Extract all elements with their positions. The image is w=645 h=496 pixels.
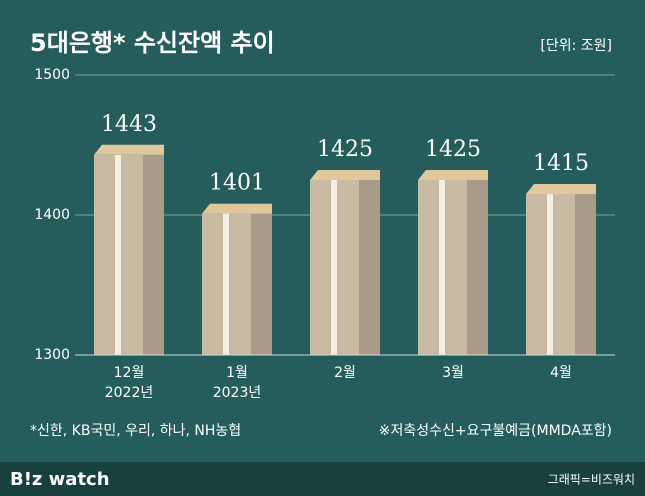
y-tick-label: 1500 xyxy=(34,67,70,83)
value-label: 1415 xyxy=(533,151,589,176)
credit: 그래픽=비즈워치 xyxy=(548,473,635,487)
bar-band xyxy=(439,180,445,355)
bar-top xyxy=(526,184,596,194)
bar-group xyxy=(310,170,380,355)
logo: B!z watch xyxy=(10,469,110,490)
bar-side xyxy=(359,180,380,355)
y-tick-label: 1400 xyxy=(34,207,70,223)
x-tick-label: 2월 xyxy=(334,365,356,381)
bar-group xyxy=(418,170,488,355)
value-label: 1425 xyxy=(425,137,481,162)
x-tick-sublabel: 2022년 xyxy=(105,385,154,401)
value-label: 1443 xyxy=(101,112,157,137)
bar-band xyxy=(115,154,121,355)
footer-bar xyxy=(0,462,645,496)
bar-band xyxy=(331,180,337,355)
bar-side xyxy=(575,194,596,355)
bar-side xyxy=(251,213,272,355)
bar-group xyxy=(94,144,164,355)
bar-top xyxy=(94,144,164,155)
bar-top xyxy=(310,170,380,180)
bar-side xyxy=(143,154,164,355)
x-tick-label: 12월 xyxy=(114,365,145,381)
bar-top xyxy=(202,203,272,214)
x-tick-label: 4월 xyxy=(550,365,572,381)
y-tick-label: 1300 xyxy=(34,347,70,363)
bar-side xyxy=(467,180,488,355)
x-tick-label: 1월 xyxy=(226,365,248,381)
chart-title: 5대은행* 수신잔액 추이 xyxy=(30,29,275,57)
unit-label: [단위: 조원] xyxy=(540,38,612,54)
x-tick-label: 3월 xyxy=(442,365,464,381)
value-label: 1425 xyxy=(317,137,373,162)
footnote: *신한, KB국민, 우리, 하나, NH농협 xyxy=(30,423,241,439)
bar-band xyxy=(223,213,229,355)
value-label: 1401 xyxy=(209,171,265,196)
bar-band xyxy=(547,194,553,355)
bar-group xyxy=(202,203,272,355)
bar-group xyxy=(526,184,596,355)
bar-top xyxy=(418,170,488,180)
x-tick-sublabel: 2023년 xyxy=(213,385,262,401)
footnote: ※저축성수신+요구불예금(MMDA포함) xyxy=(379,423,612,439)
